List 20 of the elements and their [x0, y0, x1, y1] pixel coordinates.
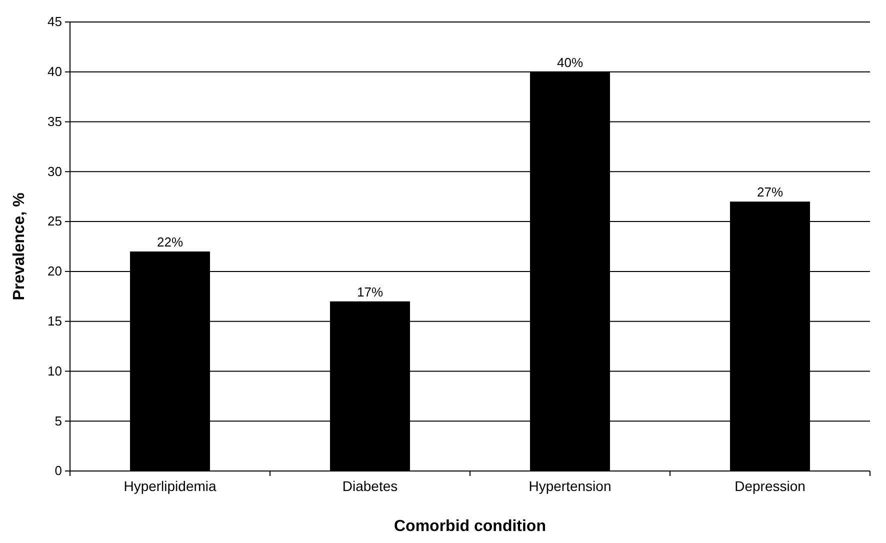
x-tick-label: Hypertension — [528, 478, 612, 494]
data-label: 17% — [356, 284, 384, 300]
x-tick-label: Hyperlipidemia — [124, 478, 217, 494]
data-label: 40% — [556, 54, 584, 70]
y-tick-label: 25 — [48, 214, 62, 229]
data-label: 22% — [156, 234, 184, 250]
y-tick-label: 35 — [48, 114, 62, 129]
y-tick-label: 10 — [48, 363, 62, 378]
y-axis-title: Prevalence, % — [11, 192, 28, 300]
y-tick-label: 5 — [54, 413, 62, 428]
y-tick-label: 15 — [48, 313, 62, 328]
y-tick-label: 40 — [48, 64, 62, 80]
x-axis-title: Comorbid condition — [394, 518, 546, 535]
y-tick-label: 0 — [54, 463, 62, 478]
x-tick-label: Depression — [734, 478, 806, 494]
y-tick-label: 30 — [48, 164, 62, 179]
y-tick-label: 45 — [48, 14, 62, 30]
y-tick-label: 20 — [48, 264, 62, 279]
x-tick-label: Diabetes — [342, 478, 398, 494]
data-label: 27% — [756, 184, 784, 200]
